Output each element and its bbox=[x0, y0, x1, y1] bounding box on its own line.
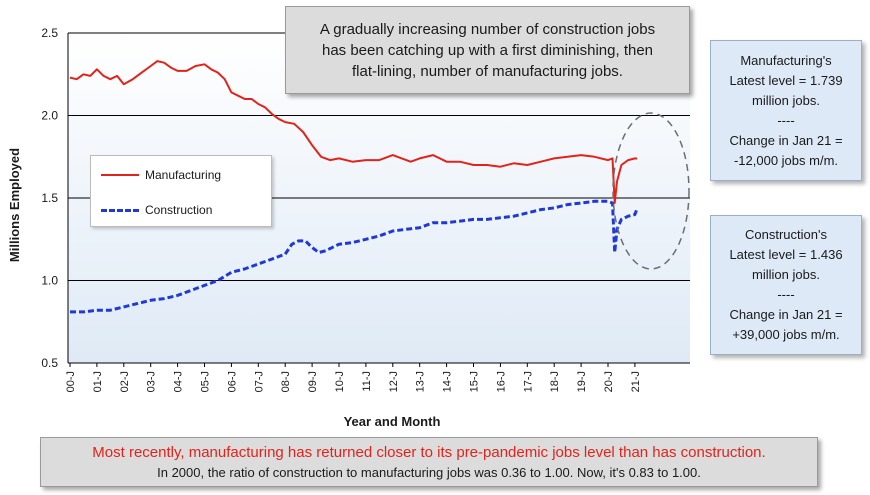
x-tick-label: 07-J bbox=[253, 371, 265, 392]
y-tick-label: 0.5 bbox=[41, 356, 58, 370]
series-line-manufacturing bbox=[69, 60, 638, 204]
x-axis-label: Year and Month bbox=[344, 414, 441, 429]
x-tick-label: 03-J bbox=[146, 371, 158, 392]
manufacturing-summary-line: million jobs. bbox=[752, 92, 820, 108]
legend-item-construction: Construction bbox=[101, 200, 212, 220]
bottom-annotation-detail: In 2000, the ratio of construction to ma… bbox=[157, 465, 701, 480]
legend-item-manufacturing: Manufacturing bbox=[101, 165, 221, 185]
top-annotation-line: has been catching up with a first dimini… bbox=[321, 41, 654, 59]
construction-summary-line: Change in Jan 21 = bbox=[729, 307, 843, 322]
legend-swatch-manufacturing bbox=[101, 174, 139, 176]
construction-summary-line: million jobs. bbox=[752, 267, 820, 282]
x-tick-label: 09-J bbox=[307, 371, 319, 392]
manufacturing-summary-line: ---- bbox=[777, 112, 795, 128]
legend-label-construction: Construction bbox=[145, 203, 213, 217]
bottom-annotation: Most recently, manufacturing has returne… bbox=[40, 437, 818, 487]
x-tick-label: 00-J bbox=[65, 371, 77, 392]
x-tick-label: 10-J bbox=[334, 371, 346, 392]
x-tick-label: 05-J bbox=[200, 371, 212, 392]
x-tick-label: 19-J bbox=[576, 371, 588, 392]
x-tick-label: 20-J bbox=[603, 371, 615, 392]
manufacturing-summary-line: Change in Jan 21 = bbox=[729, 132, 843, 148]
y-tick-label: 2.5 bbox=[41, 26, 58, 40]
x-tick-label: 16-J bbox=[495, 371, 507, 392]
x-tick-label: 14-J bbox=[442, 371, 454, 392]
x-tick-label: 17-J bbox=[522, 371, 534, 392]
legend: Manufacturing Construction bbox=[90, 155, 272, 227]
bottom-annotation-headline: Most recently, manufacturing has returne… bbox=[92, 444, 766, 461]
construction-summary-line: Construction's bbox=[745, 227, 827, 242]
construction-summary-line: Latest level = 1.436 bbox=[729, 247, 843, 262]
top-annotation-line: flat-lining, number of manufacturing job… bbox=[352, 62, 623, 80]
construction-summary-line: +39,000 jobs m/m. bbox=[732, 327, 840, 342]
x-tick-label: 15-J bbox=[469, 371, 481, 392]
x-tick-label: 06-J bbox=[226, 371, 238, 392]
y-axis-label: Millions Employed bbox=[7, 148, 22, 262]
x-tick-label: 13-J bbox=[415, 371, 427, 392]
construction-summary-line: ---- bbox=[777, 287, 795, 302]
top-annotation-line: A gradually increasing number of constru… bbox=[319, 20, 656, 38]
y-tick-label: 1.0 bbox=[41, 274, 58, 288]
y-tick-label: 1.5 bbox=[41, 191, 58, 205]
top-annotation: A gradually increasing number of constru… bbox=[285, 6, 690, 94]
pandemic-highlight-ellipse bbox=[612, 112, 690, 270]
manufacturing-summary-line: -12,000 jobs m/m. bbox=[733, 152, 839, 168]
legend-swatch-construction bbox=[101, 208, 139, 212]
x-tick-label: 12-J bbox=[388, 371, 400, 392]
x-tick-label: 08-J bbox=[280, 371, 292, 392]
x-tick-label: 01-J bbox=[92, 371, 104, 392]
x-tick-label: 21-J bbox=[630, 371, 642, 392]
manufacturing-summary-line: Latest level = 1.739 bbox=[729, 72, 843, 88]
series-line-construction bbox=[70, 199, 639, 314]
x-tick-label: 02-J bbox=[119, 371, 131, 392]
manufacturing-summary-line: Manufacturing's bbox=[740, 52, 832, 68]
x-tick-label: 18-J bbox=[549, 371, 561, 392]
x-tick-label: 11-J bbox=[361, 371, 373, 392]
manufacturing-summary-box: Manufacturing's Latest level = 1.739 mil… bbox=[710, 40, 862, 181]
legend-label-manufacturing: Manufacturing bbox=[145, 168, 222, 182]
x-tick-label: 04-J bbox=[173, 371, 185, 392]
construction-summary-box: Construction's Latest level = 1.436 mill… bbox=[710, 215, 862, 355]
y-tick-label: 2.0 bbox=[41, 109, 58, 123]
